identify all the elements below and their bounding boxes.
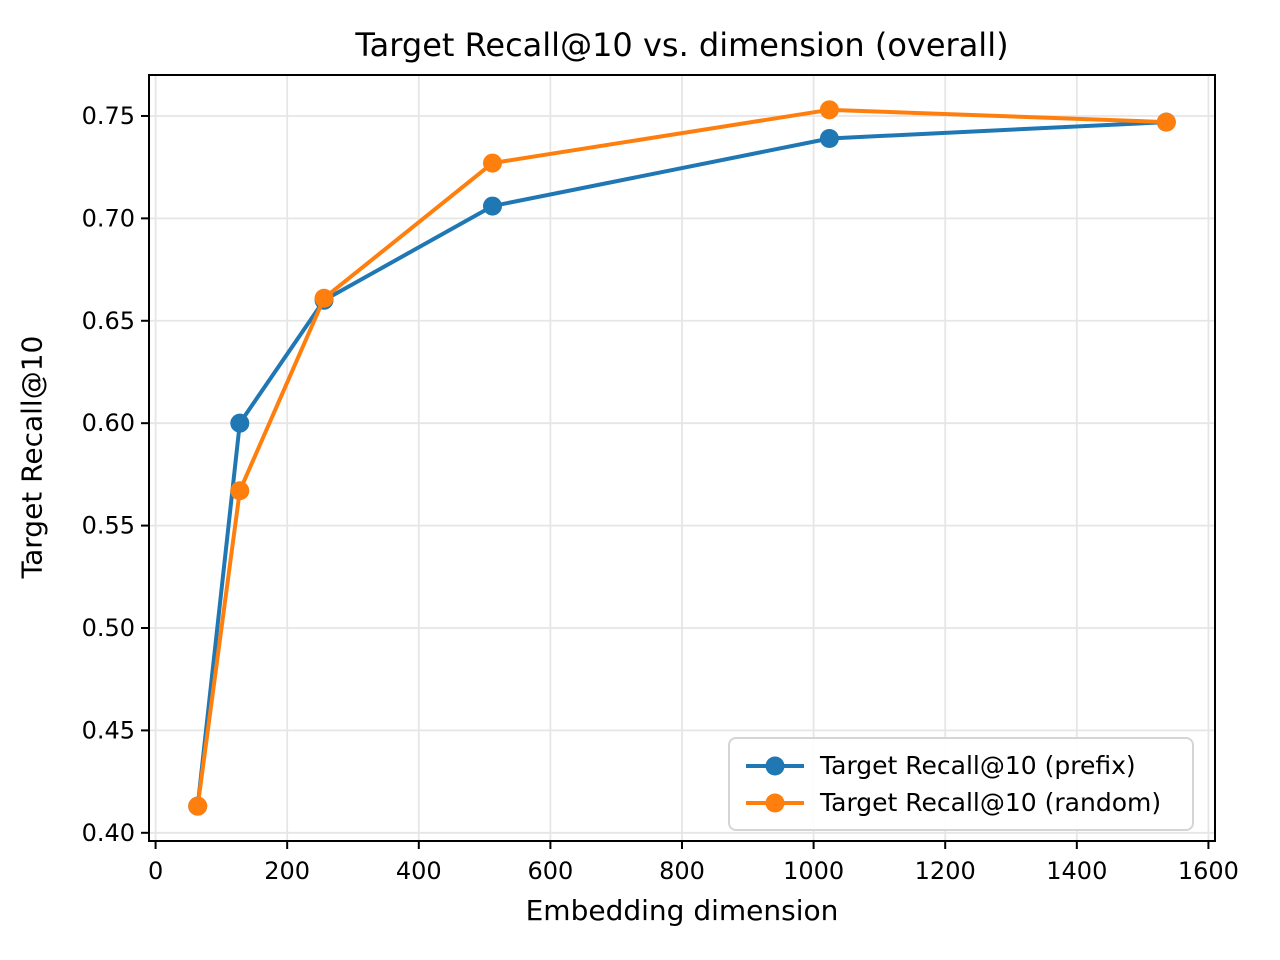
legend-label: Target Recall@10 (prefix) <box>820 751 1136 780</box>
data-point-marker <box>482 196 502 216</box>
legend-item: Target Recall@10 (random) <box>746 788 1176 817</box>
y-tick-label: 0.50 <box>82 614 135 642</box>
x-tick-label: 800 <box>659 857 705 885</box>
series-line <box>195 107 1169 809</box>
x-tick-label: 1000 <box>783 857 844 885</box>
y-tick-label: 0.70 <box>82 204 135 232</box>
x-tick-label: 600 <box>527 857 573 885</box>
x-tick-label: 1200 <box>915 857 976 885</box>
data-point-marker <box>230 413 250 433</box>
y-tick-label: 0.60 <box>82 409 135 437</box>
x-tick-label: 0 <box>148 857 163 885</box>
legend-item: Target Recall@10 (prefix) <box>746 751 1176 780</box>
legend-line-marker-sample <box>746 793 804 812</box>
y-tick-label: 0.65 <box>82 307 135 335</box>
axes-spines <box>148 74 1216 842</box>
legend-marker-sample <box>765 756 785 775</box>
legend-marker-sample <box>765 793 785 812</box>
legend-line-marker-sample <box>746 756 804 775</box>
data-point-marker <box>819 128 839 148</box>
x-tick-label: 1600 <box>1178 857 1239 885</box>
x-axis-label: Embedding dimension <box>525 894 839 927</box>
x-tick-label: 1400 <box>1046 857 1107 885</box>
x-tick-label: 200 <box>264 857 310 885</box>
legend-label: Target Recall@10 (random) <box>820 788 1162 817</box>
data-point-marker <box>1156 112 1176 132</box>
y-tick-label: 0.45 <box>82 716 135 744</box>
y-tick-label: 0.40 <box>82 819 135 847</box>
data-point-marker <box>188 796 208 816</box>
chart-title: Target Recall@10 vs. dimension (overall) <box>355 26 1009 64</box>
y-tick-label: 0.55 <box>82 512 135 540</box>
data-point-marker <box>482 153 502 173</box>
y-axis-label: Target Recall@10 <box>15 335 49 579</box>
y-tick-label: 0.75 <box>82 102 135 130</box>
legend: Target Recall@10 (prefix) Target Recall@1… <box>728 737 1194 831</box>
data-point-marker <box>230 481 250 501</box>
data-point-marker <box>819 100 839 120</box>
x-tick-label: 400 <box>396 857 442 885</box>
data-point-marker <box>314 288 334 308</box>
